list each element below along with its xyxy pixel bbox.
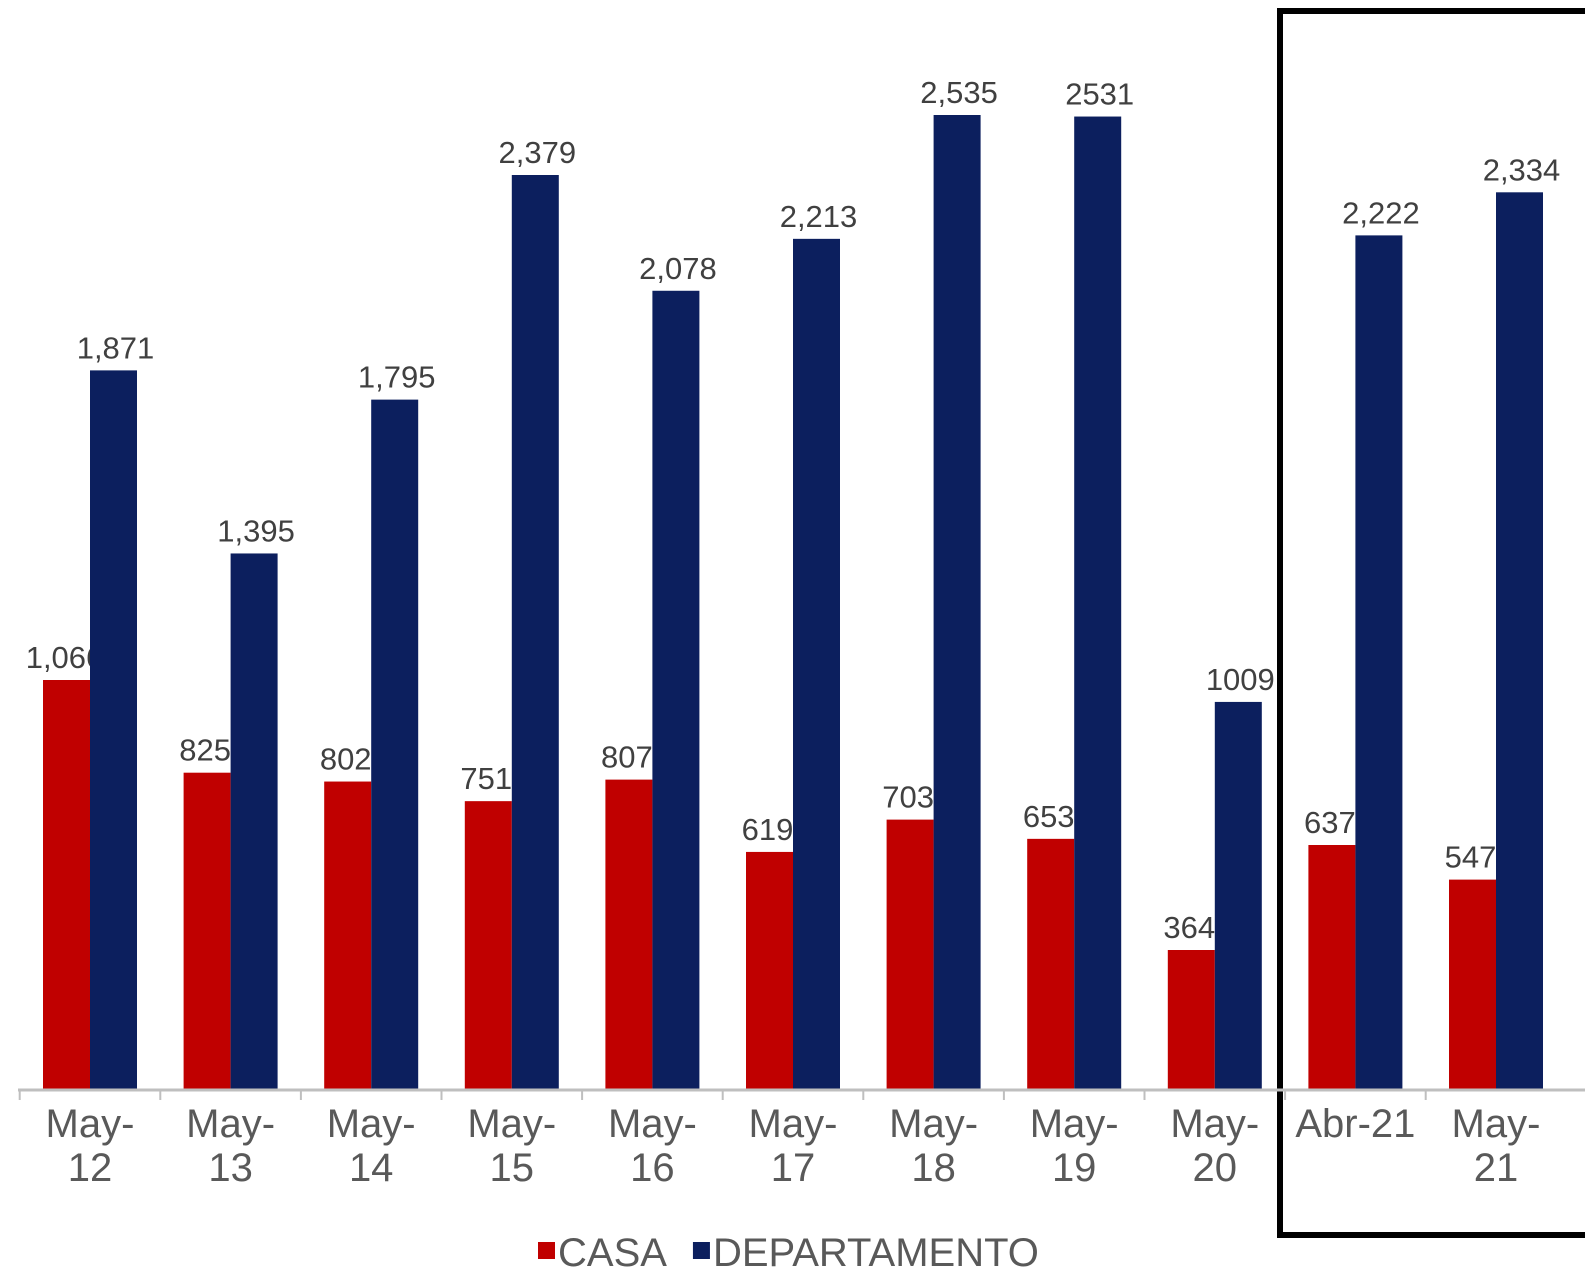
bar	[90, 370, 137, 1090]
value-label: 2,334	[1483, 152, 1561, 187]
value-label: 2,535	[920, 75, 998, 110]
x-tick-label: May-20	[1170, 1102, 1260, 1190]
bar	[43, 680, 90, 1090]
value-label: 1009	[1206, 662, 1275, 697]
value-label: 364	[1163, 910, 1215, 945]
x-tick-label: May-16	[607, 1102, 697, 1190]
value-label: 619	[742, 812, 794, 847]
value-label: 2531	[1065, 77, 1134, 112]
value-label: 2,078	[639, 251, 717, 286]
value-label: 2,222	[1342, 195, 1420, 230]
bar	[793, 238, 840, 1090]
value-label: 1,871	[77, 330, 155, 365]
bar	[1496, 192, 1543, 1091]
legend-label: DEPARTAMENTO	[713, 1231, 1039, 1275]
bar	[511, 175, 559, 1090]
value-label: 2,379	[499, 135, 577, 170]
x-tick-label: May-17	[748, 1102, 838, 1190]
bar	[886, 819, 934, 1090]
bar	[1167, 950, 1215, 1090]
value-label: 1,795	[358, 360, 436, 395]
x-tick-label: May-14	[326, 1102, 416, 1190]
bar	[324, 781, 372, 1090]
value-label: 703	[882, 780, 934, 815]
legend-swatch	[692, 1242, 710, 1259]
x-tick-label: May-18	[889, 1102, 979, 1190]
bar	[1308, 845, 1356, 1090]
value-label: 802	[320, 742, 372, 777]
value-label: 751	[460, 761, 512, 796]
value-label: 825	[179, 733, 231, 768]
bar	[933, 115, 981, 1090]
value-label: 1,395	[217, 513, 295, 548]
bar	[230, 553, 278, 1090]
bar	[652, 290, 700, 1090]
bar	[1027, 838, 1075, 1090]
x-tick-label: May-19	[1029, 1102, 1119, 1190]
bar	[371, 399, 419, 1091]
x-tick-label: May-15	[467, 1102, 557, 1190]
x-tick-label: May-21	[1451, 1102, 1541, 1190]
bar	[1355, 235, 1403, 1090]
value-label: 547	[1445, 840, 1497, 875]
value-label: 653	[1023, 799, 1075, 834]
value-label: 807	[601, 740, 653, 775]
x-tick-label: Abr-21	[1295, 1102, 1416, 1146]
bar	[1074, 116, 1122, 1091]
legend-label: CASA	[558, 1231, 667, 1275]
highlight-box	[1277, 8, 1585, 1238]
x-tick-label: May-12	[45, 1102, 135, 1190]
legend-swatch	[538, 1242, 555, 1259]
bar	[1214, 701, 1262, 1090]
bar	[605, 779, 653, 1090]
value-label: 637	[1304, 805, 1356, 840]
bar	[1449, 879, 1496, 1090]
value-label: 2,213	[780, 199, 858, 234]
bar	[183, 772, 231, 1090]
bar	[746, 851, 793, 1090]
x-tick-label: May-13	[186, 1102, 276, 1190]
bar	[464, 801, 512, 1090]
